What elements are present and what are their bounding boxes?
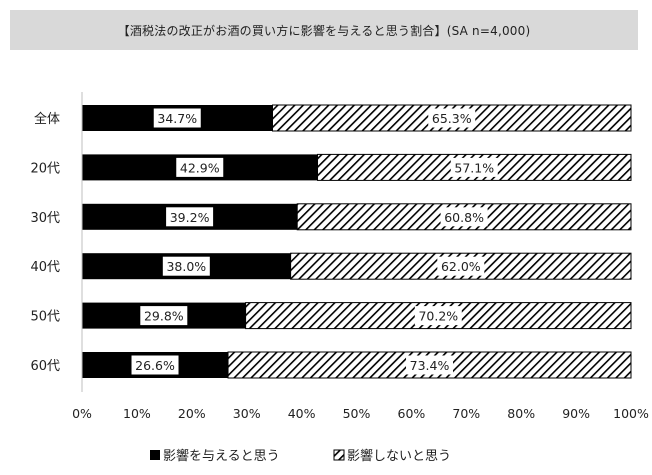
x-tick-label: 100% bbox=[613, 406, 649, 421]
data-label-box-no-effect bbox=[406, 355, 454, 375]
category-label: 30代 bbox=[30, 211, 60, 226]
x-tick-label: 10% bbox=[123, 406, 151, 421]
data-label-box-affects bbox=[162, 256, 210, 276]
legend-swatch-affects bbox=[150, 450, 160, 460]
data-label-box-no-effect bbox=[450, 157, 498, 177]
category-label: 20代 bbox=[30, 161, 60, 176]
data-label-no-effect: 57.1% bbox=[454, 160, 494, 175]
data-label-no-effect: 62.0% bbox=[441, 259, 481, 274]
data-label-box-affects bbox=[166, 207, 214, 227]
data-label-affects: 39.2% bbox=[170, 210, 210, 225]
data-label-affects: 29.8% bbox=[144, 309, 184, 324]
x-tick-label: 0% bbox=[72, 406, 92, 421]
legend-label-affects: 影響を与えると思う bbox=[163, 448, 280, 464]
data-label-box-no-effect bbox=[440, 207, 488, 227]
x-tick-label: 60% bbox=[398, 406, 426, 421]
data-label-affects: 26.6% bbox=[135, 358, 175, 373]
data-label-box-affects bbox=[176, 157, 224, 177]
x-tick-label: 30% bbox=[233, 406, 261, 421]
category-label: 50代 bbox=[30, 310, 60, 325]
legend-label-no-effect: 影響しないと思う bbox=[347, 448, 451, 464]
data-label-no-effect: 73.4% bbox=[410, 358, 450, 373]
category-label: 全体 bbox=[34, 111, 60, 127]
x-tick-label: 90% bbox=[562, 406, 590, 421]
data-label-no-effect: 65.3% bbox=[432, 111, 472, 126]
x-tick-label: 70% bbox=[452, 406, 480, 421]
data-label-box-no-effect bbox=[437, 256, 485, 276]
chart-title: 【酒税法の改正がお酒の買い方に影響を与えると思う割合】(SA n=4,000) bbox=[10, 10, 638, 50]
data-label-no-effect: 70.2% bbox=[418, 309, 458, 324]
x-tick-label: 40% bbox=[288, 406, 316, 421]
data-label-box-no-effect bbox=[414, 306, 462, 326]
data-label-box-affects bbox=[140, 306, 188, 326]
data-label-affects: 34.7% bbox=[157, 111, 197, 126]
data-label-box-affects bbox=[153, 108, 201, 128]
data-label-no-effect: 60.8% bbox=[444, 210, 484, 225]
x-tick-label: 50% bbox=[343, 406, 371, 421]
legend-swatch-no-effect bbox=[333, 449, 345, 461]
x-tick-label: 80% bbox=[507, 406, 535, 421]
category-label: 40代 bbox=[30, 260, 60, 275]
data-label-box-affects bbox=[131, 355, 179, 375]
x-tick-label: 20% bbox=[178, 406, 206, 421]
data-label-affects: 42.9% bbox=[180, 160, 220, 175]
data-label-box-no-effect bbox=[428, 108, 476, 128]
data-label-affects: 38.0% bbox=[166, 259, 206, 274]
category-label: 60代 bbox=[30, 359, 60, 374]
